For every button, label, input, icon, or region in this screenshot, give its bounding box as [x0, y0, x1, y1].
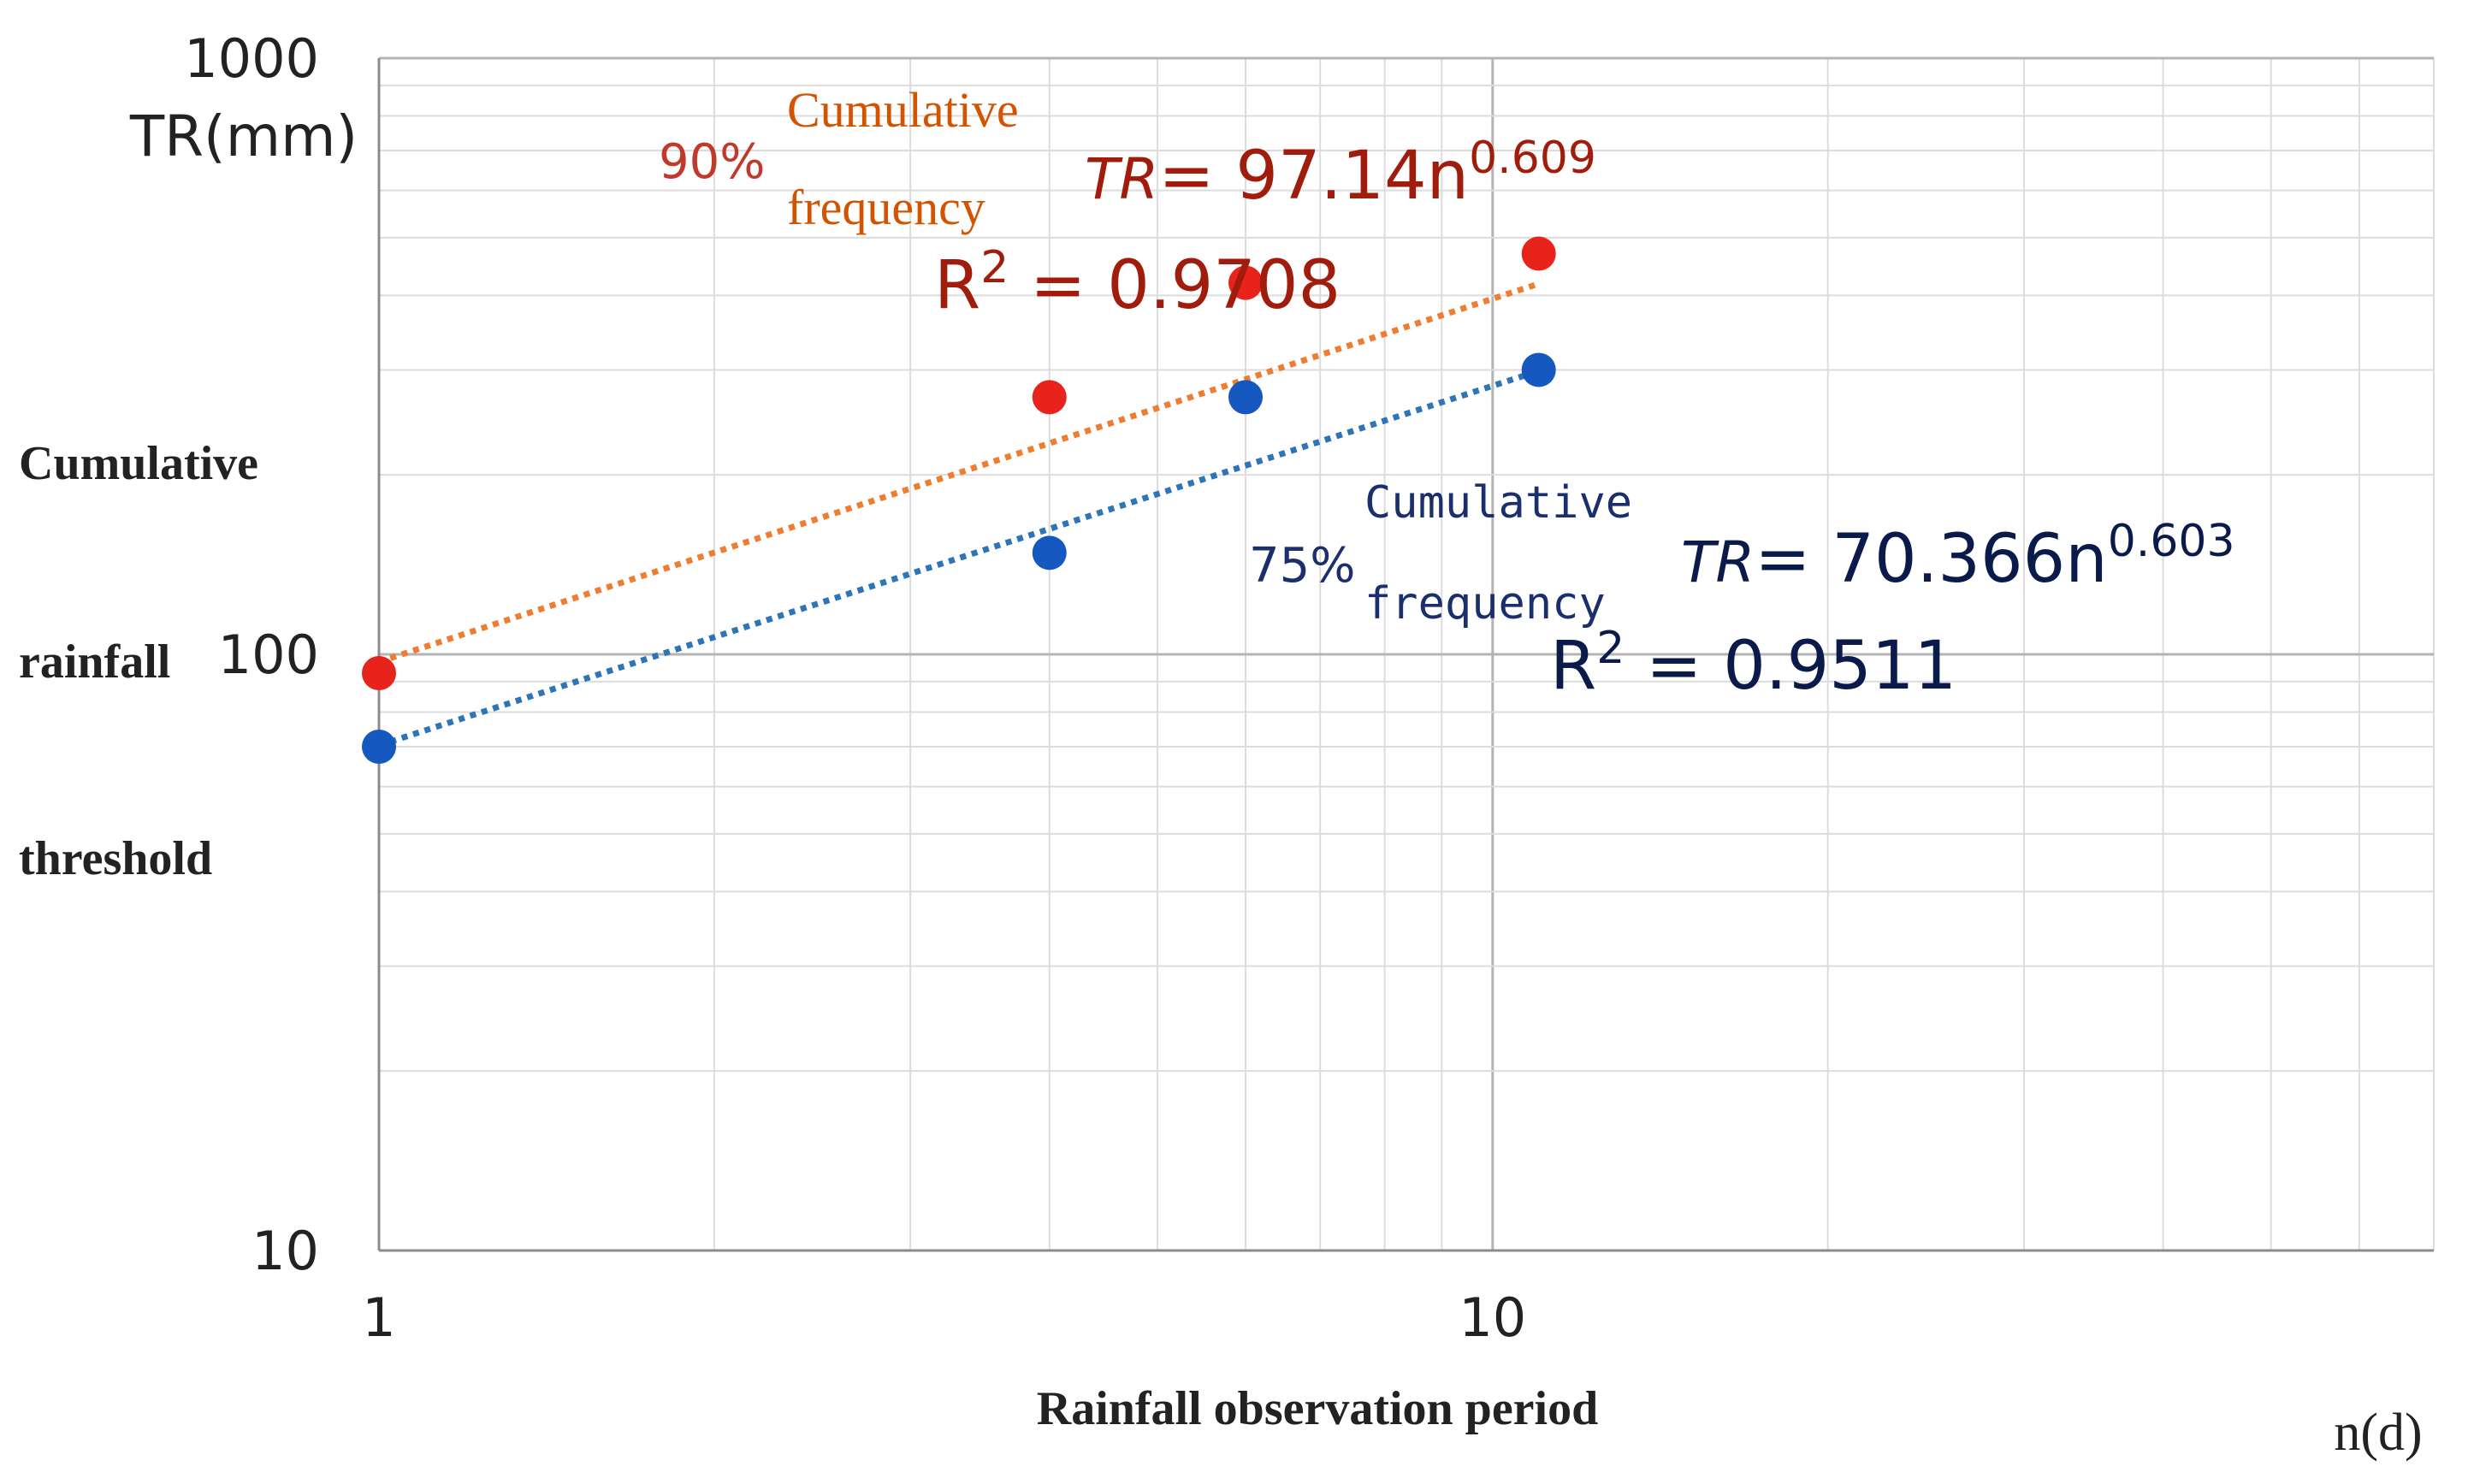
data-point-series-2: [1032, 535, 1067, 571]
series-75-label-line-2: frequency: [1364, 578, 1606, 630]
series-90-label-line-2: frequency: [787, 180, 985, 235]
series-75-eq-prefix: TR: [1681, 529, 1755, 595]
series-90-eq-prefix: TR: [1085, 146, 1158, 212]
series-75-label-line-1: Cumulative: [1364, 477, 1632, 529]
y-tick-label: 1000: [184, 27, 319, 90]
axes: 10 100 1000 1 10: [184, 27, 2434, 1349]
series-75-r2-exponent: 2: [1596, 623, 1625, 674]
series-90-label-line-1: Cumulative: [787, 82, 1019, 138]
series-90-r-squared: R2 = 0.9708: [934, 242, 1341, 324]
series-90-eq-main: = 97.14n: [1158, 138, 1469, 215]
series-90-eq-exponent: 0.609: [1469, 133, 1596, 184]
series-75-eq-exponent: 0.603: [2108, 516, 2235, 567]
data-point-series-1: [362, 655, 396, 690]
data-point-series-2: [1228, 380, 1264, 415]
x-axis-title: Rainfall observation period: [1037, 1382, 1598, 1435]
data-point-series-1: [1521, 236, 1556, 271]
series-90-r2-prefix: R: [934, 247, 980, 324]
series-75-pct-label: 75%: [1249, 538, 1355, 594]
data-point-series-2: [1521, 352, 1556, 387]
data-point-series-1: [1032, 380, 1067, 415]
data-points: [362, 236, 1556, 764]
grid: [377, 56, 2435, 1252]
y-tick-label: 10: [252, 1220, 319, 1282]
y-axis-title-line-1: Cumulative: [19, 437, 258, 490]
x-unit-label: n(d): [2334, 1404, 2422, 1462]
series-90-r2-value: = 0.9708: [1009, 247, 1341, 324]
x-tick-label: 1: [362, 1286, 395, 1349]
data-point-series-2: [362, 729, 396, 764]
series-75-equation: TR= 70.366n0.603: [1681, 516, 2235, 598]
x-tick-label: 10: [1459, 1286, 1526, 1349]
series-75-r2-prefix: R: [1550, 628, 1596, 705]
y-tick-label: 100: [218, 624, 319, 686]
y-axis-title-line-2: rainfall: [19, 636, 170, 689]
series-90-equation: TR= 97.14n0.609: [1085, 133, 1596, 215]
series-90-r2-exponent: 2: [980, 242, 1009, 293]
y-unit-label: TR(mm): [129, 103, 358, 169]
series-75-r2-value: = 0.9511: [1625, 628, 1956, 705]
y-axis-title-line-3: threshold: [19, 832, 212, 885]
series-90-pct-label: 90%: [659, 134, 765, 190]
series-75-r-squared: R2 = 0.9511: [1550, 623, 1956, 705]
data-point-series-1: [1228, 265, 1264, 300]
series-75-eq-main: = 70.366n: [1755, 521, 2108, 598]
